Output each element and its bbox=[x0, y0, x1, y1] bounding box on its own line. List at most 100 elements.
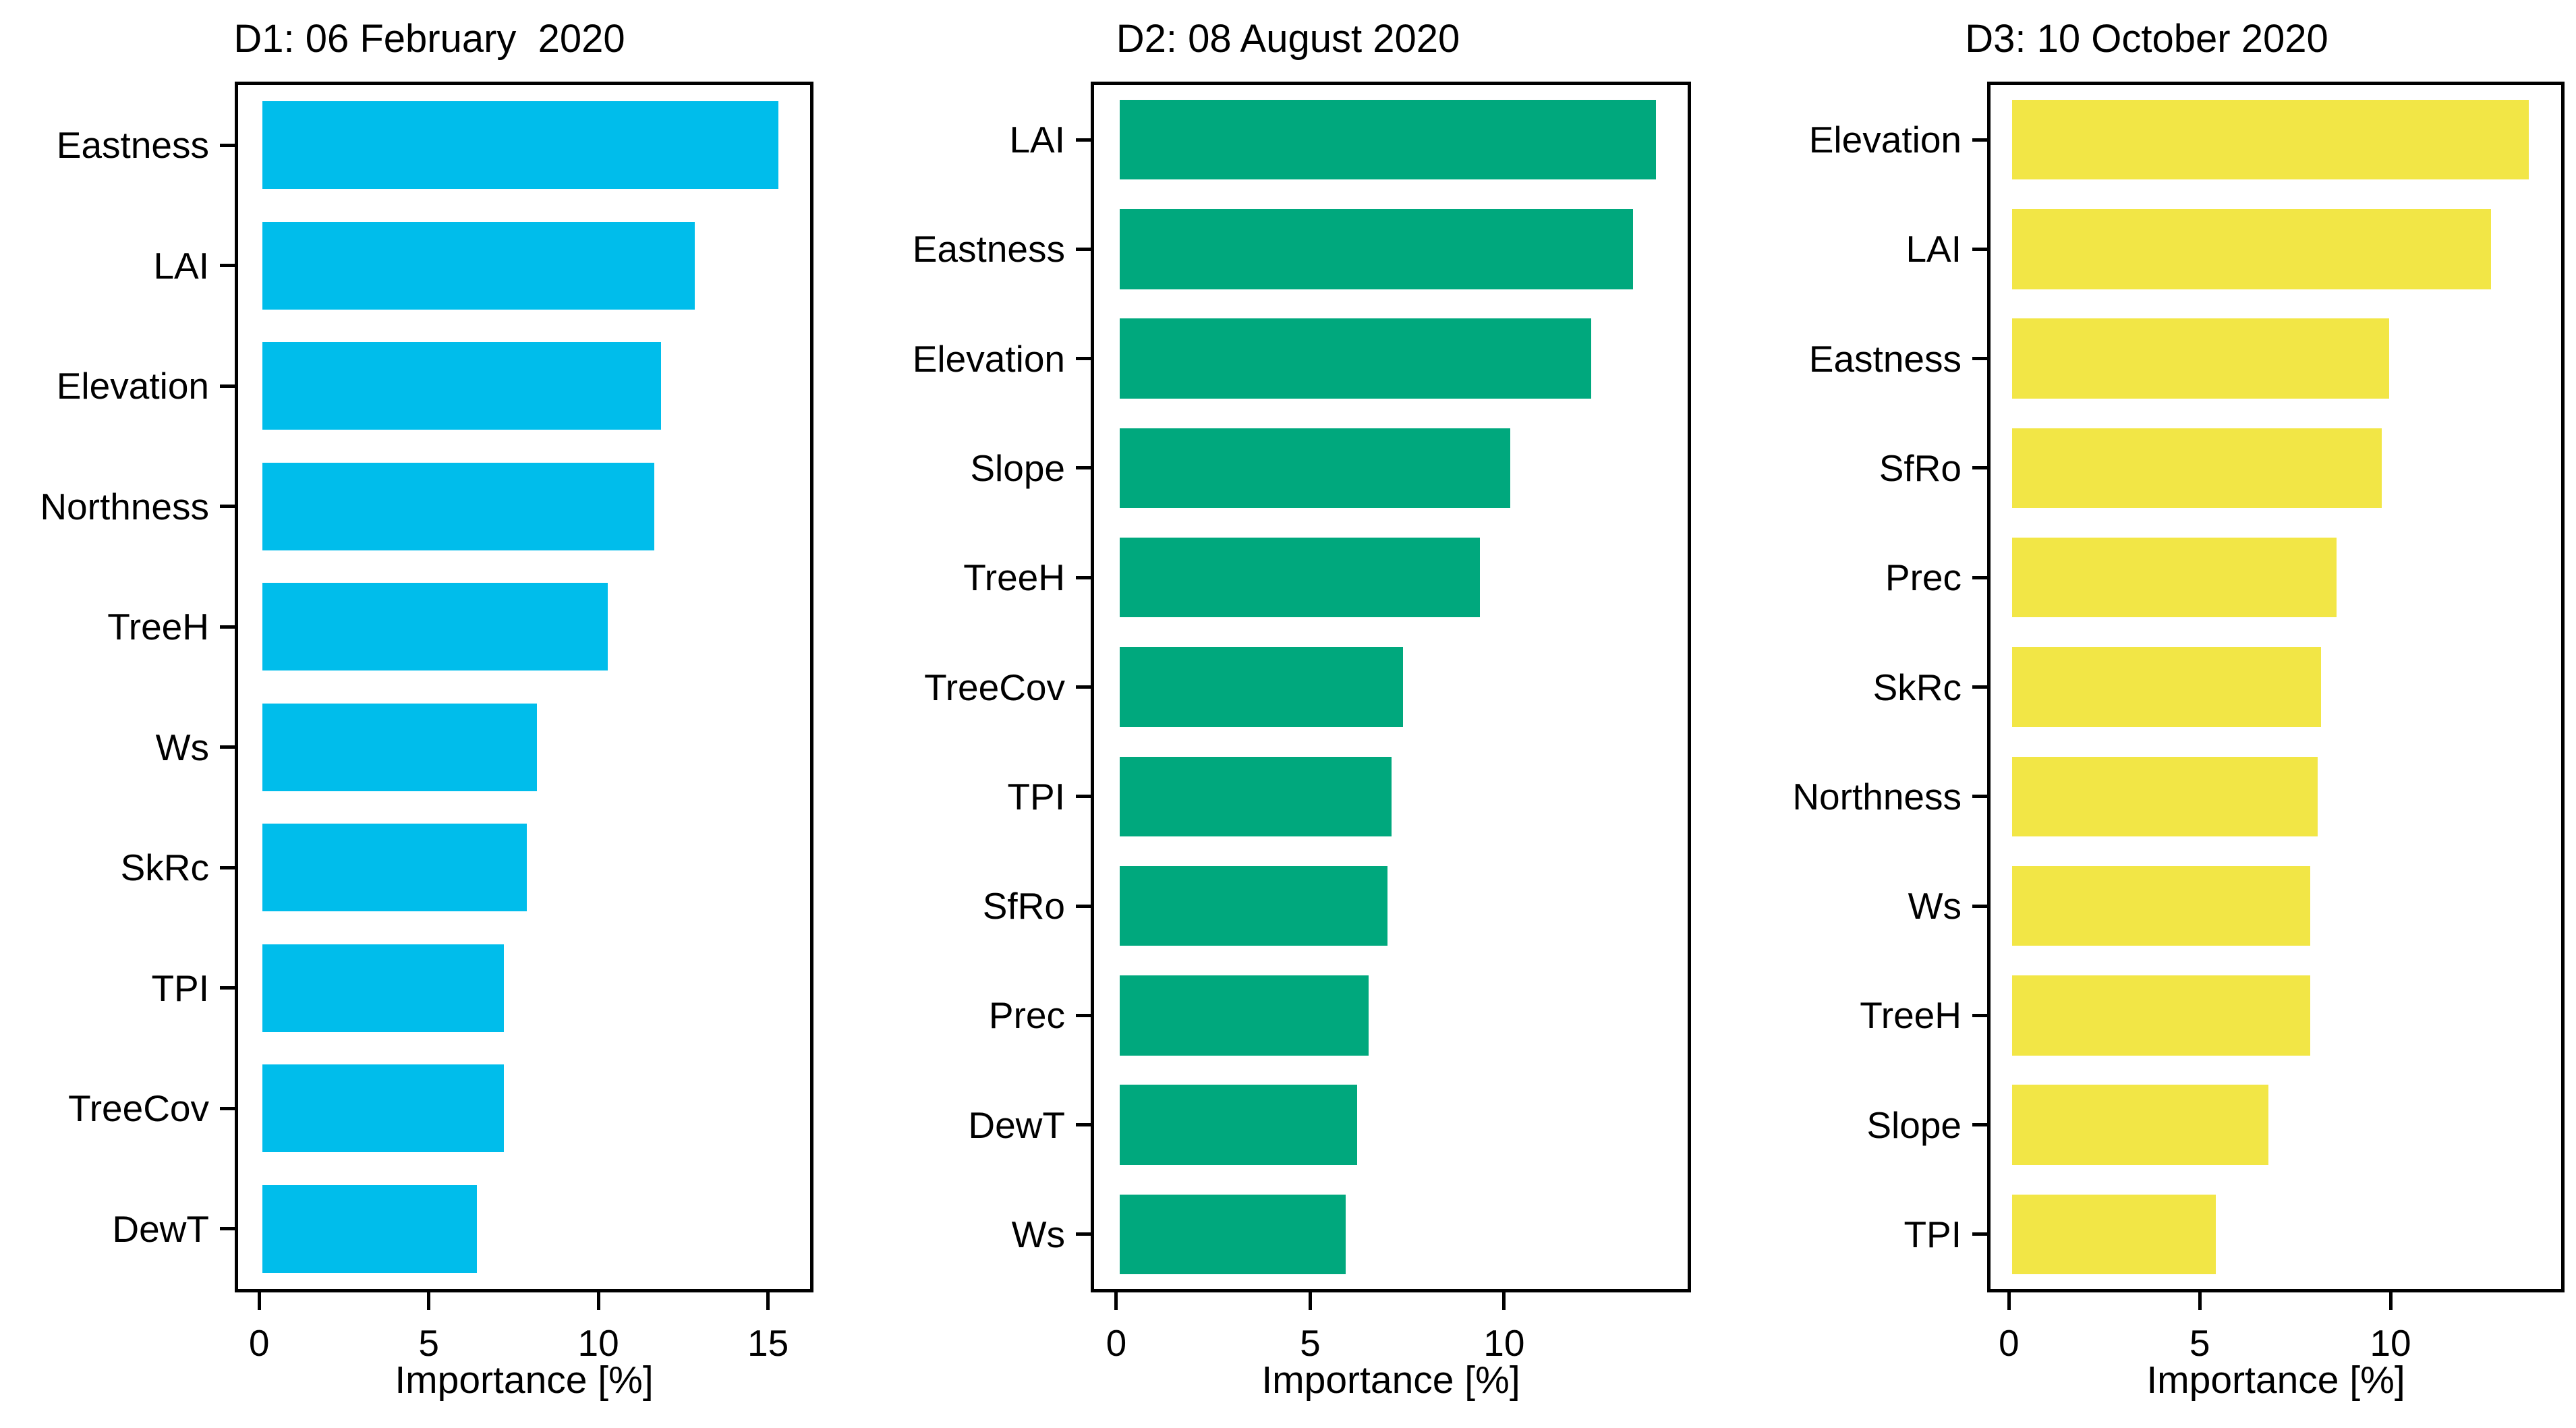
category-label-ws: Ws bbox=[155, 726, 209, 768]
bar-ws bbox=[2011, 865, 2310, 946]
category-label-sfro: SfRo bbox=[1879, 447, 1962, 489]
category-label-dewt: DewT bbox=[112, 1207, 209, 1250]
bar-sfro bbox=[1119, 865, 1388, 946]
bar-dewt bbox=[262, 1184, 477, 1273]
category-label-treeh: TreeH bbox=[1860, 994, 1962, 1037]
bar-skrc bbox=[262, 824, 527, 912]
category-label-ws: Ws bbox=[1011, 1213, 1065, 1255]
category-label-lai: LAI bbox=[1906, 228, 1962, 270]
panel-d2-plot-area bbox=[1091, 82, 1691, 1292]
panel-d2-title: D2: 08 August 2020 bbox=[1116, 17, 1460, 61]
bar-sfro bbox=[2011, 428, 2382, 509]
bar-northness bbox=[2011, 756, 2318, 836]
category-label-ws: Ws bbox=[1908, 885, 1962, 927]
bar-lai bbox=[262, 221, 695, 310]
x-axis-tick bbox=[1502, 1292, 1506, 1310]
category-label-northness: Northness bbox=[40, 485, 209, 527]
bar-eastness bbox=[262, 101, 779, 190]
panel-d2: D2: 08 August 2020 Importance [%] LAI Eas… bbox=[859, 0, 1717, 1428]
panel-d3: D3: 10 October 2020 Importance [%] Eleva… bbox=[1717, 0, 2576, 1428]
y-axis-tick bbox=[1972, 685, 1987, 689]
bar-skrc bbox=[2011, 647, 2322, 727]
y-axis-tick bbox=[1972, 575, 1987, 579]
x-axis-tick-label: 5 bbox=[2189, 1322, 2210, 1364]
y-axis-tick bbox=[1076, 357, 1091, 361]
y-axis-tick bbox=[1972, 795, 1987, 799]
category-label-treecov: TreeCov bbox=[924, 666, 1065, 708]
bar-northness bbox=[262, 462, 655, 550]
bar-lai bbox=[2011, 209, 2491, 289]
bar-eastness bbox=[1119, 209, 1634, 289]
y-axis-tick bbox=[1972, 904, 1987, 908]
category-label-eastness: Eastness bbox=[56, 124, 209, 167]
category-label-lai: LAI bbox=[1009, 119, 1065, 161]
y-axis-tick bbox=[1076, 575, 1091, 579]
x-axis-tick bbox=[766, 1292, 770, 1310]
category-label-dewt: DewT bbox=[968, 1104, 1065, 1146]
y-axis-tick bbox=[1076, 466, 1091, 470]
y-axis-tick bbox=[1972, 1232, 1987, 1236]
x-axis-tick bbox=[2198, 1292, 2202, 1310]
bar-prec bbox=[1119, 975, 1369, 1056]
bar-lai bbox=[1119, 99, 1657, 180]
x-axis-tick-label: 15 bbox=[747, 1322, 789, 1364]
category-label-skrc: SkRc bbox=[120, 847, 209, 889]
y-axis-tick bbox=[220, 1106, 235, 1110]
category-label-elevation: Elevation bbox=[56, 365, 209, 407]
panel-d3-x-axis-label: Importance [%] bbox=[2146, 1359, 2405, 1402]
y-axis-tick bbox=[1972, 466, 1987, 470]
panel-d1-title: D1: 06 February 2020 bbox=[233, 17, 625, 61]
x-axis-tick bbox=[1308, 1292, 1312, 1310]
category-label-slope: Slope bbox=[970, 447, 1065, 489]
bar-elevation bbox=[262, 342, 662, 430]
y-axis-tick bbox=[220, 143, 235, 147]
bar-treecov bbox=[1119, 647, 1404, 727]
y-axis-tick bbox=[1972, 1013, 1987, 1017]
y-axis-tick bbox=[1972, 138, 1987, 142]
category-label-treeh: TreeH bbox=[963, 556, 1065, 599]
bar-ws bbox=[1119, 1194, 1346, 1275]
x-axis-tick bbox=[257, 1292, 261, 1310]
bar-elevation bbox=[1119, 318, 1591, 399]
y-axis-tick bbox=[220, 384, 235, 388]
panel-d3-title: D3: 10 October 2020 bbox=[1965, 17, 2328, 61]
x-axis-tick bbox=[427, 1292, 431, 1310]
bar-tpi bbox=[262, 944, 504, 1032]
y-axis-tick bbox=[220, 505, 235, 509]
category-label-treeh: TreeH bbox=[107, 606, 209, 648]
category-label-slope: Slope bbox=[1866, 1104, 1962, 1146]
x-axis-tick bbox=[1114, 1292, 1118, 1310]
bar-treecov bbox=[262, 1064, 504, 1153]
y-axis-tick bbox=[220, 1227, 235, 1231]
bar-tpi bbox=[2011, 1194, 2216, 1275]
category-label-eastness: Eastness bbox=[912, 228, 1065, 270]
category-label-treecov: TreeCov bbox=[68, 1087, 209, 1130]
y-axis-tick bbox=[1076, 1123, 1091, 1127]
bar-slope bbox=[1119, 428, 1511, 509]
bar-ws bbox=[262, 703, 538, 791]
bar-elevation bbox=[2011, 99, 2529, 180]
x-axis-tick-label: 10 bbox=[2370, 1322, 2411, 1364]
y-axis-tick bbox=[1076, 795, 1091, 799]
panel-d1-plot-area bbox=[235, 82, 813, 1292]
y-axis-tick bbox=[1076, 685, 1091, 689]
bar-dewt bbox=[1119, 1085, 1357, 1165]
y-axis-tick bbox=[1076, 247, 1091, 251]
x-axis-tick-label: 10 bbox=[577, 1322, 619, 1364]
y-axis-tick bbox=[220, 986, 235, 990]
bar-eastness bbox=[2011, 318, 2389, 399]
y-axis-tick bbox=[1076, 904, 1091, 908]
category-label-prec: Prec bbox=[1885, 556, 1962, 599]
x-axis-tick bbox=[596, 1292, 600, 1310]
y-axis-tick bbox=[1076, 1232, 1091, 1236]
category-label-prec: Prec bbox=[988, 994, 1065, 1037]
category-label-lai: LAI bbox=[153, 244, 209, 287]
category-label-eastness: Eastness bbox=[1808, 337, 1962, 380]
bar-treeh bbox=[2011, 975, 2310, 1056]
panel-d3-plot-area bbox=[1987, 82, 2565, 1292]
y-axis-tick bbox=[1076, 1013, 1091, 1017]
x-axis-tick-label: 0 bbox=[1998, 1322, 2020, 1364]
bar-slope bbox=[2011, 1085, 2269, 1165]
category-label-sfro: SfRo bbox=[982, 885, 1065, 927]
bar-treeh bbox=[262, 583, 608, 671]
